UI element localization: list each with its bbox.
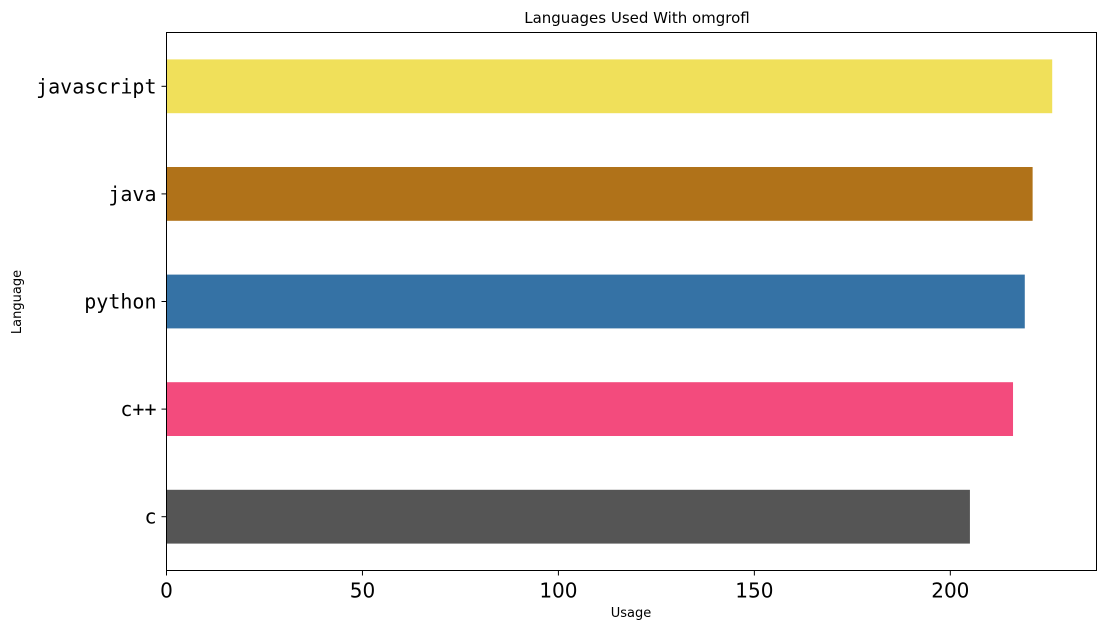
chart-title: Languages Used With omgrofl bbox=[524, 9, 750, 27]
bar-java bbox=[166, 167, 1033, 221]
y-tick-label: c++ bbox=[120, 397, 156, 421]
x-axis-ticks: 0 50 100 150 200 bbox=[160, 570, 969, 603]
y-tick-label: java bbox=[108, 182, 156, 206]
x-tick-label: 150 bbox=[735, 579, 773, 603]
x-tick-label: 0 bbox=[160, 579, 173, 603]
y-tick-label: c bbox=[144, 505, 156, 529]
bars-group bbox=[166, 59, 1053, 544]
x-tick-label: 50 bbox=[350, 579, 375, 603]
y-tick-label: python bbox=[84, 290, 156, 314]
y-axis-label: Language bbox=[10, 270, 25, 334]
bar-c bbox=[166, 489, 970, 544]
x-axis-label: Usage bbox=[611, 606, 652, 621]
plot-frame bbox=[166, 32, 1097, 571]
y-tick-label: javascript bbox=[36, 74, 156, 98]
x-tick-label: 100 bbox=[539, 579, 577, 603]
bar-javascript bbox=[166, 59, 1053, 114]
bar-cplusplus bbox=[166, 382, 1014, 436]
y-axis-ticks: javascript java python c++ c bbox=[36, 74, 167, 529]
x-tick-label: 200 bbox=[931, 579, 969, 603]
bar-python bbox=[166, 274, 1025, 329]
